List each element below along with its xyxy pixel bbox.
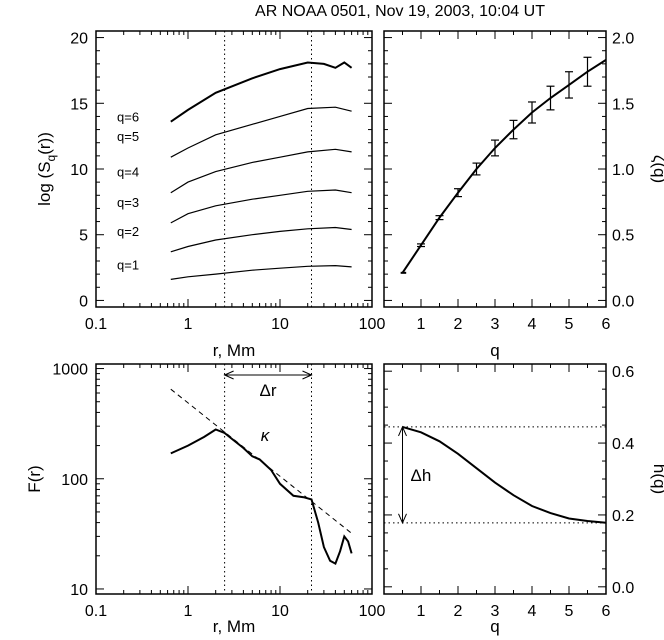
panel2-frame	[383, 30, 607, 308]
panel2-xlabel: q	[490, 341, 499, 360]
p3-ytick-label: 10	[70, 582, 88, 599]
p2-zeta-line	[401, 59, 607, 274]
p4-hurst-line	[402, 425, 607, 524]
p4-xtick-label: 6	[602, 603, 611, 620]
p2-ytick-label: 0.5	[612, 228, 634, 245]
p3-fit-line	[170, 388, 352, 534]
p2-ytick-label: 2.0	[612, 31, 634, 48]
p4-xtick-label: 1	[417, 603, 426, 620]
p1-ytick-label: 0	[79, 293, 88, 310]
panel3-ticks: 0.1 1 10 100 10 100 1000	[52, 362, 385, 620]
p4-ytick-label: 0.6	[612, 364, 634, 381]
p4-xtick-label: 2	[454, 603, 463, 620]
p2-xtick-label: 6	[602, 316, 611, 333]
p3-kappa-label: κ	[261, 426, 271, 445]
p1-series-label: q=3	[117, 195, 139, 210]
panel3-xlabel: r, Mm	[213, 617, 256, 636]
p2-xtick-label: 2	[454, 316, 463, 333]
panel-structure-functions: 0.1 1 10 100 0 5 10 15 20 q=1 q=2 q=3 q=4 q=5 q=6 r, …	[35, 30, 385, 360]
p4-xtick-label: 3	[491, 603, 500, 620]
p4-ytick-label: 0.2	[612, 508, 634, 525]
p1-ytick-label: 20	[70, 31, 88, 48]
p4-ytick-label: 0.4	[612, 436, 634, 453]
p3-flatness-line	[170, 428, 353, 566]
panel-flatness: 0.1 1 10 100 10 100 1000 Δr κ r, Mm F(r)	[25, 362, 385, 636]
p1-series-label: q=6	[117, 110, 139, 125]
p3-xtick-label: 0.1	[85, 603, 107, 620]
panel4-xlabel: q	[490, 617, 499, 636]
p4-delta-h-label: Δh	[411, 466, 432, 485]
p3-arrowhead-left	[223, 370, 234, 380]
panel1-series: q=1 q=2 q=3 q=4 q=5 q=6	[117, 61, 353, 280]
p3-ytick-label: 100	[61, 472, 88, 489]
p4-ytick-label: 0.0	[612, 580, 634, 597]
panel4-ylabel: h(q)	[650, 464, 664, 494]
panel4-series: Δh	[398, 425, 607, 525]
panel-zeta: 1 2 3 4 5 60.0 0.5 1.0 1.5 2.0 q ζ(q)	[383, 30, 664, 360]
figure-title: AR NOAA 0501, Nov 19, 2003, 10:04 UT	[255, 3, 545, 20]
panel2-ticks: 1 2 3 4 5 60.0 0.5 1.0 1.5 2.0	[384, 31, 634, 333]
panel3-series: Δr κ	[170, 370, 353, 566]
p1-ytick-label: 5	[79, 228, 88, 245]
p1-series-label: q=5	[117, 129, 139, 144]
p1-series-label: q=1	[117, 257, 139, 272]
panel2-series	[400, 56, 607, 274]
panel1-ylabel-tail: (r))	[35, 132, 54, 155]
p2-xtick-label: 5	[565, 316, 574, 333]
p1-series-line	[170, 226, 352, 253]
p3-delta-r-label: Δr	[260, 381, 277, 400]
panel1-ylabel: log (Sq(r))	[35, 132, 58, 206]
p1-ytick-label: 15	[70, 96, 88, 113]
p2-xtick-label: 4	[528, 316, 537, 333]
panel2-ylabel: ζ(q)	[650, 155, 664, 183]
panel1-ylabel-main: log (S	[35, 161, 54, 205]
p1-xtick-label: 10	[271, 316, 289, 333]
p1-series-label: q=2	[117, 224, 139, 239]
p2-ytick-label: 1.5	[612, 96, 634, 113]
panel4-ticks: 1 2 3 4 5 60.0 0.2 0.4 0.6	[384, 364, 634, 620]
p1-ytick-label: 10	[70, 162, 88, 179]
p4-xtick-label: 5	[565, 603, 574, 620]
p2-xtick-label: 1	[417, 316, 426, 333]
p1-xtick-label: 100	[359, 316, 386, 333]
p1-series-line	[170, 264, 352, 280]
p1-series-line	[170, 189, 352, 224]
p1-xtick-label: 0.1	[85, 316, 107, 333]
panel3-ylabel: F(r)	[25, 465, 44, 492]
p2-ytick-label: 0.0	[612, 293, 634, 310]
p2-xtick-label: 3	[491, 316, 500, 333]
p3-xtick-label: 100	[359, 603, 386, 620]
panel1-ylabel-sub: q	[44, 155, 58, 162]
p2-ytick-label: 1.0	[612, 162, 634, 179]
p4-arrowhead-bottom	[398, 513, 407, 525]
p1-series-line	[170, 106, 352, 158]
p1-series-label: q=4	[117, 165, 139, 180]
p3-ytick-label: 1000	[52, 362, 88, 379]
p1-xtick-label: 1	[184, 316, 193, 333]
panel1-grid-and-ticks: 0.1 1 10 100 0 5 10 15 20	[70, 31, 385, 333]
p3-arrowhead-right	[302, 370, 313, 380]
p4-xtick-label: 4	[528, 603, 537, 620]
p4-arrowhead-top	[398, 425, 407, 437]
p1-series-line	[170, 61, 353, 123]
p3-xtick-label: 10	[271, 603, 289, 620]
panel-hurst: 1 2 3 4 5 60.0 0.2 0.4 0.6 Δh q h(q)	[383, 363, 664, 636]
panel1-xlabel: r, Mm	[213, 341, 256, 360]
p1-series-line	[170, 148, 352, 194]
p3-xtick-label: 1	[184, 603, 193, 620]
